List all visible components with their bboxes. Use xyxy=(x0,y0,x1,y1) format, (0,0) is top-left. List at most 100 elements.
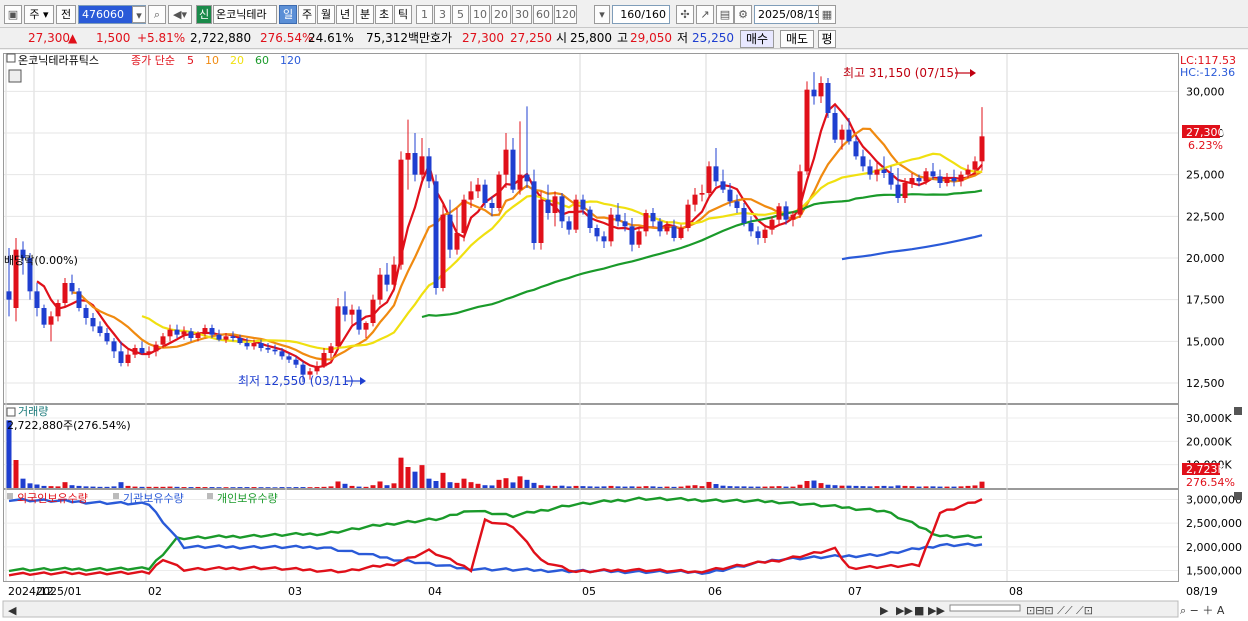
volume-bar xyxy=(804,481,810,488)
ma-legend-5: 5 xyxy=(187,54,194,67)
table-toggle-icon[interactable] xyxy=(8,69,22,83)
volume-title: 거래량 xyxy=(18,405,48,418)
volume-bar xyxy=(727,486,733,488)
candle-body xyxy=(748,223,754,232)
candle-body xyxy=(860,156,866,167)
sell-button[interactable]: 매도 xyxy=(780,30,814,48)
candle-body xyxy=(69,283,75,292)
interval-button-3[interactable]: 10 xyxy=(470,5,490,24)
interval-button-6[interactable]: 60 xyxy=(533,5,553,24)
save-icon[interactable]: ▤ xyxy=(716,5,734,24)
period-tab-0[interactable]: 일 xyxy=(279,5,297,24)
volume-bar xyxy=(223,487,229,488)
volume-close-icon[interactable] xyxy=(1234,407,1242,415)
candle-body xyxy=(335,306,341,347)
interval-button-0[interactable]: 1 xyxy=(416,5,433,24)
layout-tools-icon[interactable]: ⊡⊟⊡ ⟋⟋ ⟋⊡ xyxy=(1026,604,1093,617)
volume-bar xyxy=(895,485,901,488)
crosshair-icon[interactable]: ✣ xyxy=(676,5,694,24)
interval-button-1[interactable]: 3 xyxy=(434,5,451,24)
buy-button[interactable]: 매수 xyxy=(740,30,774,48)
volume-bar xyxy=(48,486,54,488)
calendar-icon[interactable]: ▦ xyxy=(818,5,836,24)
interval-button-5[interactable]: 30 xyxy=(512,5,532,24)
x-axis-label: 05 xyxy=(582,585,596,598)
period-tab-2[interactable]: 월 xyxy=(317,5,335,24)
volume-bar xyxy=(251,487,257,488)
candle-body xyxy=(825,83,831,113)
candle-body xyxy=(300,364,306,375)
period-tab-6[interactable]: 틱 xyxy=(394,5,412,24)
scroll-thumb[interactable] xyxy=(949,604,1021,612)
eval-button[interactable]: 평 xyxy=(818,30,836,48)
volume-bar xyxy=(671,486,677,488)
volume-bar xyxy=(762,486,768,488)
volume-bar xyxy=(888,486,894,488)
volume-bar xyxy=(27,483,33,488)
period-tab-5[interactable]: 초 xyxy=(375,5,393,24)
volume-bar xyxy=(230,487,236,488)
candle-body xyxy=(895,184,901,198)
volume-bar xyxy=(706,481,712,488)
holding-close-icon[interactable] xyxy=(1234,492,1242,500)
search-icon[interactable]: ⌕ xyxy=(148,5,166,24)
change-arrow-icon: ▲ xyxy=(68,31,78,45)
dividend-label: 배당락(0.00%) xyxy=(4,254,78,267)
period-tab-4[interactable]: 분 xyxy=(356,5,374,24)
candle-body xyxy=(482,184,488,203)
volume-bar xyxy=(160,486,166,488)
volume-bar xyxy=(783,486,789,488)
chart-window-icon[interactable]: ▣ xyxy=(4,5,22,24)
stock-code-input[interactable]: 476060 xyxy=(78,5,146,24)
candle-body xyxy=(461,199,467,233)
candle-body xyxy=(713,166,719,182)
interval-button-2[interactable]: 5 xyxy=(452,5,469,24)
candle-body xyxy=(853,141,859,157)
candle-body xyxy=(209,328,215,335)
candle-body xyxy=(979,136,985,162)
volume-bar xyxy=(118,482,124,488)
period-tab-1[interactable]: 주 xyxy=(298,5,316,24)
play-icon[interactable]: ▶▶ xyxy=(896,604,913,617)
candle-body xyxy=(503,149,509,175)
candle-body xyxy=(97,326,103,333)
chevron-down-icon[interactable]: ▾ xyxy=(132,6,146,23)
chart-area[interactable]: 2024/12 2025/01 02 03 04 05 06 07 08 08/19 30,000 2… xyxy=(0,50,1248,621)
candle-body xyxy=(496,174,502,208)
candle-body xyxy=(755,231,761,238)
volume-tick-label: 20,000K xyxy=(1186,435,1232,448)
date-input[interactable]: 2025/08/19 xyxy=(754,5,821,24)
gear-icon[interactable]: ⚙ xyxy=(734,5,752,24)
interval-button-7[interactable]: 120 xyxy=(554,5,577,24)
candle-body xyxy=(244,343,250,347)
period-tab-3[interactable]: 년 xyxy=(336,5,354,24)
volume-bar xyxy=(517,476,523,488)
volume-bar xyxy=(510,482,516,488)
scroll-right-icon[interactable]: ▶ xyxy=(880,604,889,617)
candle-body xyxy=(440,214,446,288)
candle-body xyxy=(951,178,957,182)
stop-icon[interactable]: ■ xyxy=(914,604,924,617)
candle-body xyxy=(405,153,411,160)
count-input[interactable]: 160/160 xyxy=(612,5,670,24)
fast-forward-icon[interactable]: ▶▶ xyxy=(928,604,945,617)
prev-button[interactable]: 전 xyxy=(56,5,76,24)
speaker-icon[interactable]: ◀▾ xyxy=(168,5,192,24)
period-type-select[interactable]: 주 ▾ xyxy=(24,5,54,24)
volume-bar xyxy=(734,486,740,488)
zoom-out-icon[interactable]: ⌕ − ＋ A xyxy=(1180,604,1225,617)
low-note: 최저 12,550 (03/11) xyxy=(238,374,354,388)
draw-tool-icon[interactable]: ↗ xyxy=(696,5,714,24)
interval-button-4[interactable]: 20 xyxy=(491,5,511,24)
volume-bar xyxy=(615,486,621,488)
x-axis-label: 08 xyxy=(1009,585,1023,598)
candle-body xyxy=(657,221,663,232)
stock-name-field[interactable]: 온코닉테라 xyxy=(213,5,277,24)
interval-dropdown-icon[interactable]: ▾ xyxy=(594,5,610,24)
volume-bar xyxy=(811,480,817,488)
volume-bar xyxy=(335,481,341,488)
scroll-left-icon[interactable]: ◀ xyxy=(8,604,17,617)
candle-body xyxy=(811,89,817,97)
holding-legend-marker-icon xyxy=(207,493,213,499)
